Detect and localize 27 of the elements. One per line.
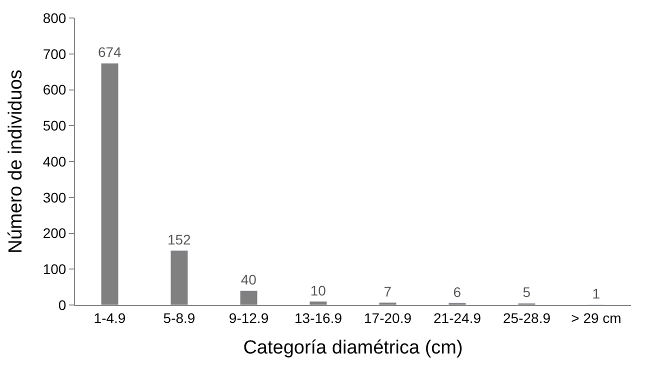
y-tick-label: 800 xyxy=(42,10,66,26)
x-tick-label: 25-28.9 xyxy=(503,310,551,326)
y-tick-label: 300 xyxy=(42,189,66,206)
data-label: 6 xyxy=(453,284,462,300)
data-label: 674 xyxy=(98,44,122,60)
x-tick-label: 9-12.9 xyxy=(228,310,269,326)
x-tick-label: 21-24.9 xyxy=(434,310,482,326)
data-label: 10 xyxy=(310,282,326,298)
data-label: 40 xyxy=(240,272,257,288)
data-label: 1 xyxy=(592,286,600,302)
x-tick-label: 1-4.9 xyxy=(94,310,126,326)
y-tick-label: 600 xyxy=(42,82,66,98)
data-label: 7 xyxy=(384,283,392,300)
x-tick-label: 5-8.9 xyxy=(163,310,196,326)
data-label: 5 xyxy=(522,284,531,300)
x-tick-label: > 29 cm xyxy=(571,310,622,326)
x-tick-label: 17-20.9 xyxy=(364,310,412,326)
y-tick-label: 400 xyxy=(42,153,66,170)
y-tick-label: 100 xyxy=(42,261,66,278)
y-tick-label: 500 xyxy=(42,118,66,134)
y-tick-label: 0 xyxy=(58,296,66,313)
x-axis-title: Categoría diamétrica (cm) xyxy=(243,338,463,359)
x-tick-label: 13-16.9 xyxy=(294,310,342,326)
data-label: 152 xyxy=(167,231,192,248)
y-tick-label: 700 xyxy=(42,46,66,62)
y-axis-title: Número de individuos xyxy=(6,70,27,254)
y-tick-label: 200 xyxy=(42,225,66,242)
